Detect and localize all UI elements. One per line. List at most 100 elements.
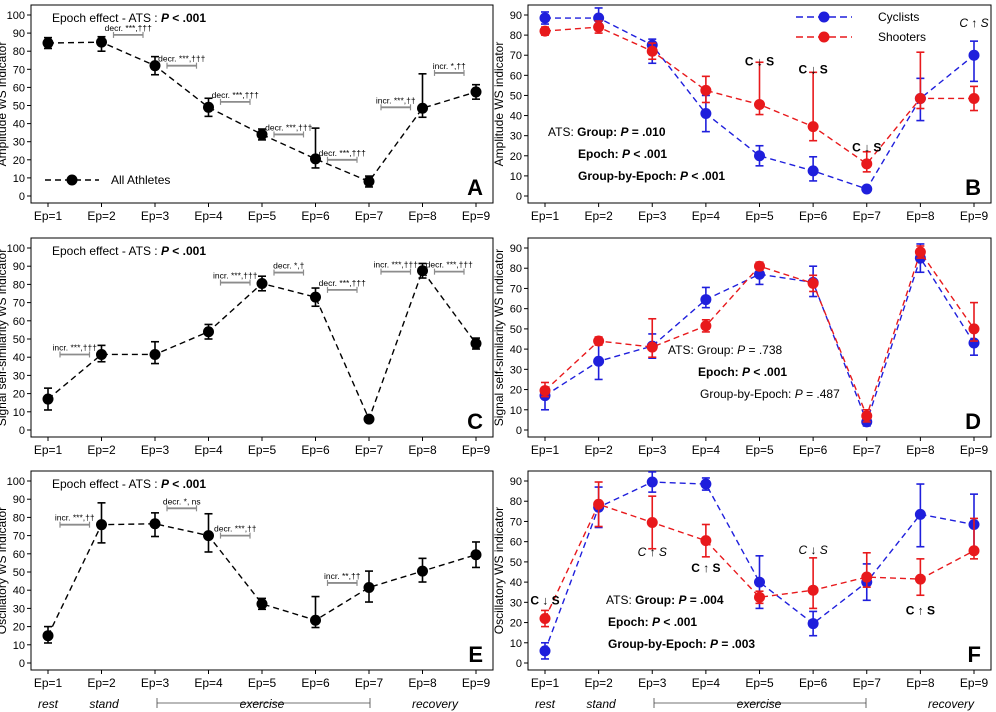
panel-f-ylabel: Oscillatory WS indicator [492,507,506,634]
panel-f-stat-part-2: P [678,593,687,607]
panel-c-all-athletes-point [149,348,161,360]
panel-d-xtick-label: Ep=3 [638,443,667,457]
panel-e-xtick-label: Ep=6 [301,676,330,690]
panel-a-all-athletes-point [42,37,54,49]
panel-d-shooters-point [861,410,873,422]
panel-b-stat-part-0: ATS: [548,125,577,139]
panel-c-ytick-label: 60 [13,316,25,328]
panel-d-stat-part-1: P [795,387,803,401]
panel-d-cyclists-point [754,268,765,280]
panel-f-comparison-label: C ↑ S [906,603,935,617]
panel-b-ytick-label: 20 [510,151,522,163]
panel-f-cyclists-point [807,618,819,630]
panel-c-all-athletes-point [256,277,268,289]
panel-b-shooters-point [646,45,658,57]
panel-e-all-athletes-point [417,565,428,577]
panel-a-all-athletes-line [47,41,477,183]
panel-a-all-athletes-point [96,36,107,48]
panel-d-ytick-label: 80 [510,263,522,275]
panel-d-cyclists-line [544,256,975,424]
panel-a-tag: A [467,175,483,200]
panel-f-xtick-label: Ep=2 [584,676,613,690]
panel-c-ytick-label: 40 [13,352,25,364]
panel-a-all-athletes-point [310,153,321,165]
panel-d-xtick-label: Ep=4 [692,443,721,457]
legend-shooters-label: Shooters [878,30,926,44]
panel-b-xtick-label: Ep=4 [692,209,721,223]
panel-b-shooters-point [968,92,980,104]
panel-a-xtick-label: Ep=9 [462,209,491,223]
panel-f-ytick-label: 90 [510,476,522,488]
panel-d-stat-part-0: Group-by-Epoch: [700,387,795,401]
panel-f-stat-part-3: = .004 [686,593,723,607]
panel-d-ylabel: Signal self-similarity WS indicator [492,249,506,426]
panel-e-annotation-label: incr. ***,†† [55,513,95,523]
panel-f-cyclists-point [539,645,551,657]
panel-b-stat-part-1: P [680,169,689,183]
panel-f-xtick-label: Ep=9 [960,676,989,690]
panel-b-cyclists-point [539,12,551,24]
panel-f-xtick-label: Ep=1 [531,676,560,690]
panel-b-stat-part-2: P [620,125,629,139]
panel-d-shooters-point [914,246,926,258]
panel-c-all-athletes-point [470,338,482,350]
panel-a-ytick-label: 90 [13,28,25,40]
panel-d: 0 10 20 30 40 50 60 70 80 90 Ep=1 Ep=2 Ep=3 Ep=4 Ep=5 E… [492,237,992,457]
panel-a-ytick-label: 60 [13,82,25,94]
panel-c-xtick-label: Ep=8 [408,443,437,457]
panel-e-all-athletes-point [363,581,375,593]
panel-d-stat-part-2: = .487 [803,387,840,401]
panel-f-stat-part-1: Group: [635,593,678,607]
panel-f-stat-part-2: = .003 [718,637,755,651]
panel-b-cyclists-line [545,17,975,190]
panel-c-xtick-label: Ep=3 [141,443,170,457]
panel-c-annotation-label: incr. ***,††† [213,271,258,281]
panel-b-cyclists-point [807,165,819,177]
panel-a-annotation-label: decr. ***,††† [105,23,153,33]
panel-e-xtick-label: Ep=5 [248,676,277,690]
panel-a-xtick-label: Ep=7 [355,209,384,223]
panel-e-ytick-label: 10 [13,640,25,652]
panel-f-ytick-label: 10 [510,638,522,650]
phase-label-rest-left: rest [38,697,59,711]
panel-d-shooters-point [968,323,980,335]
panel-a-legend-label: All Athletes [111,173,170,187]
panel-f-shooters-point [539,613,551,625]
panel-d-stat-line: ATS: Group: P = .738 [668,343,783,357]
panel-e-all-athletes-point [203,530,214,542]
panel-f-stat-line: Epoch: P < .001 [608,615,697,629]
panel-b-ytick-label: 60 [510,70,522,82]
panel-b-shooters-point [807,121,819,133]
panel-d-xtick-label: Ep=8 [906,443,935,457]
panel-c-annotation-label: decr. *,† [273,261,304,271]
panel-b-cyclists-point [700,108,712,120]
phase-label-recovery-left: recovery [412,697,459,711]
panel-c-ytick-label: 0 [19,425,25,437]
panel-a-xtick-label: Ep=5 [248,209,277,223]
panel-f-stat-line: ATS: Group: P = .004 [606,593,724,607]
panel-f-shooters-line [544,503,975,619]
panel-f-shooters-point [754,591,765,603]
panel-e-title-part-2: < .001 [169,477,206,491]
panel-f-xtick-label: Ep=7 [853,676,882,690]
panel-b-ytick-label: 10 [510,171,522,183]
panel-b-ytick-label: 50 [510,90,522,102]
panel-c-xtick-label: Ep=2 [87,443,116,457]
panel-d-xtick-label: Ep=2 [584,443,613,457]
phase-label-rest-right: rest [535,697,556,711]
panel-f-stat-part-1: P [652,615,661,629]
panel-a-ylabel: Amplitude WS indicator [0,42,9,167]
panel-a-all-athletes-point [470,86,482,98]
panel-f-comparison-label: C ↓ S [798,543,827,557]
panel-c-all-athletes-line [47,269,477,421]
panel-d-ytick-label: 0 [516,425,522,437]
panel-e-all-athletes-point [310,614,321,626]
panel-c: 0 10 20 30 40 50 60 70 80 90 100 Ep=1 Ep=2 Ep=3 Ep=4 Ep… [0,237,494,457]
panel-d-xtick-label: Ep=5 [745,443,774,457]
panel-f-xtick-label: Ep=8 [906,676,935,690]
panel-d-stat-part-2: < .001 [750,365,787,379]
panel-f-shooters-point [593,498,605,510]
panel-c-xtick-label: Ep=5 [248,443,277,457]
panel-c-ytick-label: 80 [13,279,25,291]
panel-c-ytick-label: 90 [13,261,25,273]
